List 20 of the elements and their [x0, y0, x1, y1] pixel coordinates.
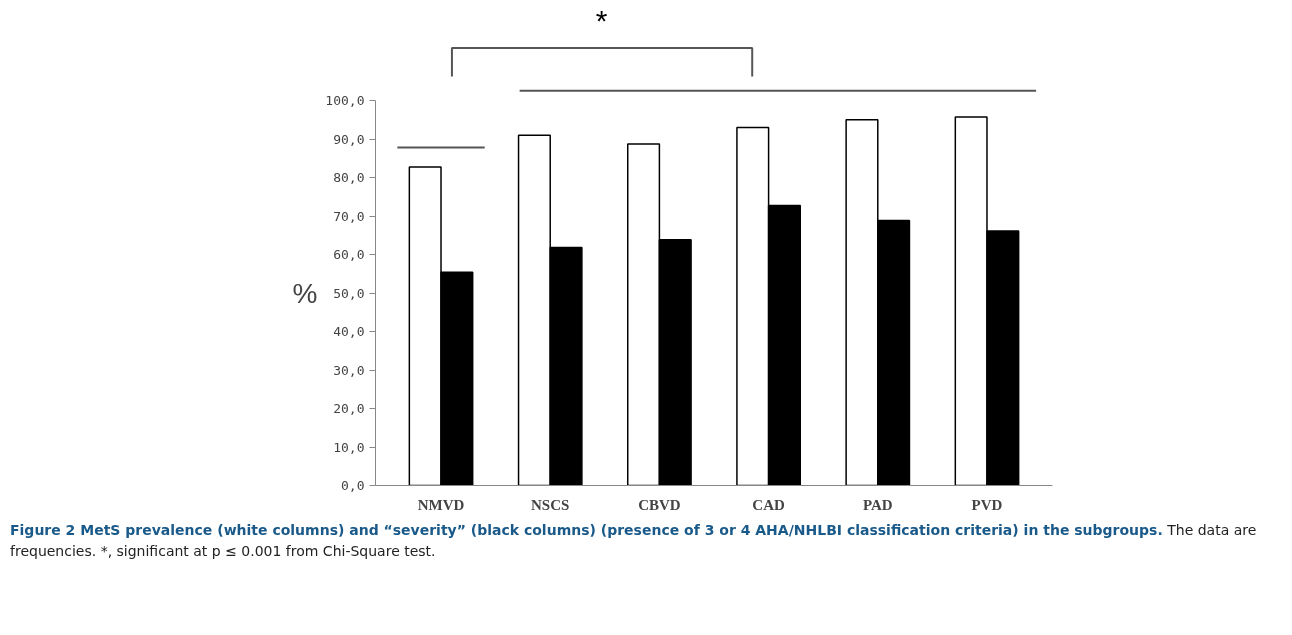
y-tick-label: 90,0 — [333, 131, 365, 147]
x-tick-label: CBVD — [638, 496, 681, 513]
x-tick-label: NSCS — [531, 496, 570, 513]
y-tick-label: 80,0 — [333, 170, 365, 185]
y-tick-label: 70,0 — [333, 208, 365, 224]
y-tick-label: 60,0 — [333, 247, 365, 262]
y-tick-label: 0,0 — [341, 478, 365, 493]
x-tick-label: PAD — [862, 496, 893, 513]
y-tick-label: 50,0 — [333, 285, 365, 301]
x-tick-label: CAD — [752, 496, 786, 513]
text: * — [595, 3, 608, 37]
y-axis-title: % — [292, 277, 318, 309]
x-tick-label: NMVD — [417, 496, 465, 513]
y-tick-label: 10,0 — [333, 439, 365, 455]
text: Figure 2 MetS prevalence (white columns) and “severity” (black columns) (presence of 3 or 4 AHA/NHLBI classification criteria) in the subgroups. — [10, 522, 1163, 538]
y-tick-label: 20,0 — [333, 401, 365, 416]
x-tick-label: PVD — [971, 496, 1003, 513]
y-tick-label: 30,0 — [333, 362, 365, 378]
y-tick-label: 100,0 — [325, 93, 365, 108]
y-tick-label: 40,0 — [333, 324, 365, 339]
